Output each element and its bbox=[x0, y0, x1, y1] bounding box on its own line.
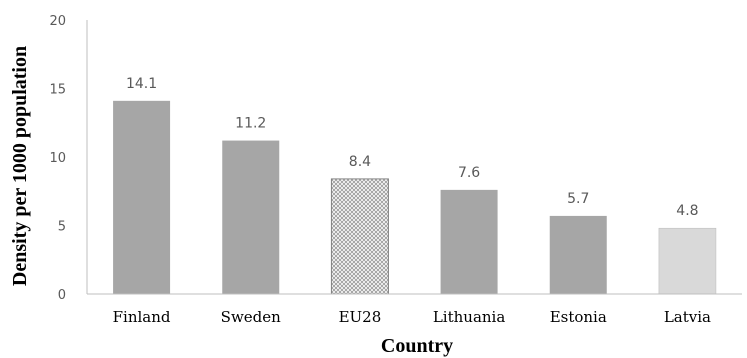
x-axis-title: Country bbox=[381, 335, 453, 357]
y-tick-label: 5 bbox=[58, 220, 66, 235]
y-tick-label: 20 bbox=[49, 14, 66, 29]
data-label: 4.8 bbox=[676, 203, 698, 219]
x-category-label: Sweden bbox=[221, 308, 281, 326]
y-tick-label: 0 bbox=[58, 288, 66, 303]
data-label: 14.1 bbox=[126, 76, 157, 92]
y-tick-label: 10 bbox=[49, 151, 66, 166]
x-category-label: Lithuania bbox=[433, 308, 506, 326]
bars bbox=[113, 100, 717, 295]
bar-sweden bbox=[222, 140, 280, 294]
y-axis-ticks: 0 5 10 15 20 bbox=[49, 14, 66, 303]
bar-estonia bbox=[549, 215, 607, 294]
data-labels: 14.1 11.2 8.4 7.6 5.7 4.8 bbox=[126, 76, 699, 219]
data-label: 11.2 bbox=[235, 116, 266, 132]
bar-latvia bbox=[658, 227, 717, 295]
data-label: 7.6 bbox=[458, 165, 480, 181]
x-category-label: EU28 bbox=[339, 308, 382, 326]
x-axis-categories: Finland Sweden EU28 Lithuania Estonia Latvia bbox=[113, 308, 711, 326]
data-label: 8.4 bbox=[349, 154, 371, 170]
bar-lithuania bbox=[440, 189, 498, 294]
y-axis-title: Density per 1000 population bbox=[9, 46, 31, 286]
x-category-label: Finland bbox=[113, 308, 171, 326]
bar-eu28 bbox=[330, 178, 389, 295]
x-category-label: Estonia bbox=[550, 308, 607, 326]
bar-finland bbox=[113, 100, 171, 294]
data-label: 5.7 bbox=[567, 191, 589, 207]
x-category-label: Latvia bbox=[664, 308, 711, 326]
y-tick-label: 15 bbox=[49, 83, 66, 98]
